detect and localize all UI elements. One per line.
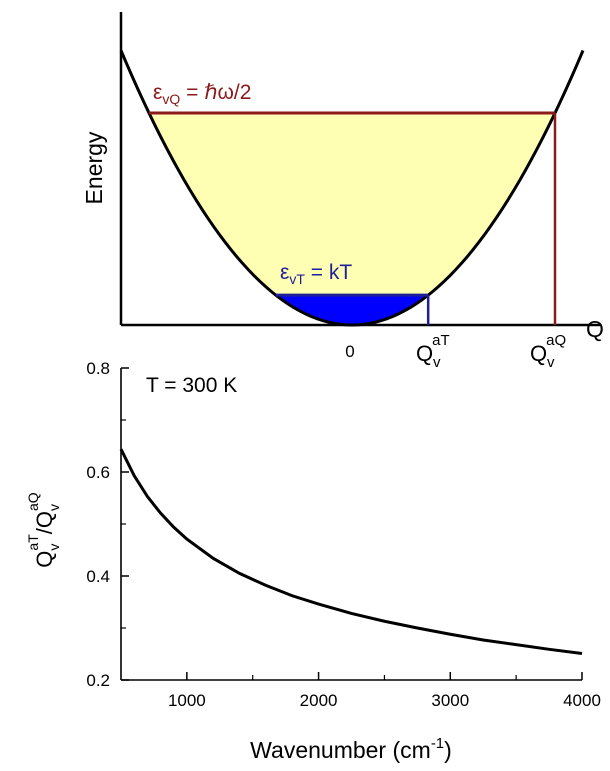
quantum-energy-label: εvQ = ℏω/2 [153, 81, 251, 107]
x-tick-label: 2000 [300, 691, 338, 710]
thermal-energy-label: εvT = kT [280, 261, 352, 287]
y-tick-label: 0.2 [86, 671, 110, 690]
y-tick-label: 0.6 [86, 463, 110, 482]
y-axis-label: QvaT/QvaQ [25, 492, 62, 568]
axis-tick-labels: 1000 2000 3000 4000 0.2 0.4 0.6 0.8 [86, 359, 601, 710]
temperature-annotation: T = 300 K [146, 374, 237, 397]
quantum-amplitude-label: QaQ [530, 332, 566, 366]
thermal-amplitude-label: QaT [416, 332, 450, 366]
potential-curve [119, 49, 585, 327]
zero-tick-label: 0 [345, 342, 354, 361]
quantum-amplitude-subscript: v [547, 354, 555, 371]
x-axis-label: Wavenumber (cm-1) [250, 735, 452, 763]
y-tick-label: 0.8 [86, 359, 110, 378]
axis-ticks [121, 367, 583, 681]
y-tick-label: 0.4 [86, 567, 110, 586]
q-axis-label: Q [586, 316, 604, 342]
energy-axis-label: Energy [81, 131, 107, 204]
thermal-amplitude-subscript: v [433, 354, 441, 371]
ratio-curve [119, 448, 583, 655]
ratio-chart: 1000 2000 3000 4000 0.2 0.4 0.6 0.8 T = 300 K W… [25, 359, 601, 763]
x-tick-label: 4000 [563, 691, 601, 710]
potential-well-diagram: Energy Q 0 εvQ = ℏω/2 εvT = kT QaT v QaQ… [81, 12, 604, 371]
x-tick-label: 1000 [168, 691, 206, 710]
x-tick-label: 3000 [431, 691, 469, 710]
